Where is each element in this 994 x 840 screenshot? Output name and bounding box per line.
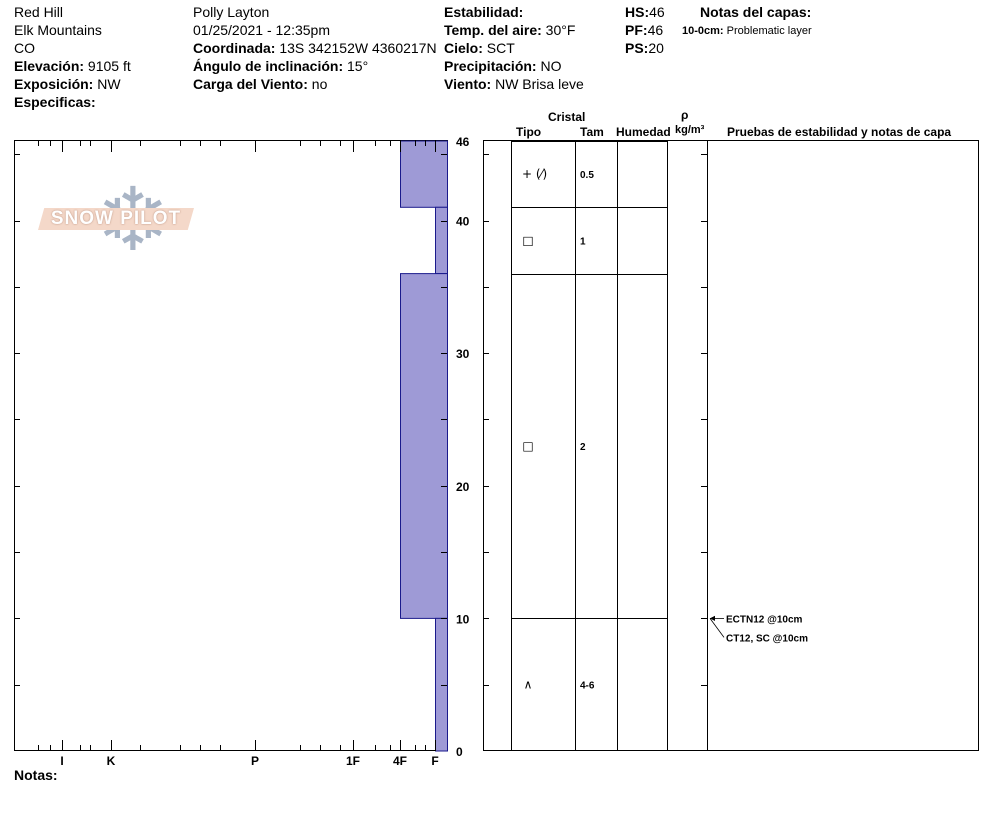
y-tick-label: 0 [456, 745, 463, 759]
mountain-range: Elk Mountains [14, 22, 102, 38]
hardness-graph-frame [14, 140, 448, 751]
hs-label: HS: [625, 4, 650, 20]
crystal-size: 1 [580, 236, 586, 247]
y-tick-label: 40 [456, 215, 470, 229]
wind-load: Carga del Viento: no [193, 76, 327, 92]
crystal-header: Cristal [548, 110, 586, 124]
sky: Cielo: SCT [444, 40, 517, 56]
specifics-label: Especificas: [14, 94, 96, 110]
moisture-header: Humedad [616, 125, 671, 139]
hardness-bar [435, 206, 448, 275]
precip-label: Precipitación: [444, 58, 537, 74]
crystal-type: ∧ [524, 678, 533, 692]
wind-load-label: Carga del Viento: [193, 76, 308, 92]
precipitation: Precipitación: NO [444, 58, 561, 74]
layer-note-text: Problematic layer [726, 25, 812, 37]
y-tick-label: 10 [456, 612, 470, 626]
air-temp: Temp. del aire: 30°F [444, 22, 575, 38]
air-temp-label: Temp. del aire: [444, 22, 542, 38]
crystal-type: □ [522, 233, 533, 247]
wind: Viento: NW Brisa leve [444, 76, 584, 92]
crystal-size: 4-6 [580, 681, 595, 692]
hs-value: 46 [649, 4, 665, 20]
test-label: CT12, SC @10cm [726, 633, 808, 644]
crystal-size: 2 [580, 442, 586, 453]
notes-label: Notas: [14, 767, 58, 783]
logo-text: SNOW PILOT [38, 208, 194, 230]
datetime: 01/25/2021 - 12:35pm [193, 22, 330, 38]
slope-value: 15° [347, 58, 369, 74]
y-tick-label: 30 [456, 347, 470, 361]
x-tick-label: P [251, 754, 259, 768]
test-arrow-head [710, 615, 715, 621]
test-label: ECTN12 @10cm [726, 614, 803, 625]
elevation: Elevación: 9105 ft [14, 58, 131, 74]
x-tick-label: I [60, 754, 63, 768]
stability-label: Estabilidad: [444, 4, 524, 20]
wind-load-value: no [311, 76, 328, 92]
rho-header: ρ [681, 108, 689, 122]
state: CO [14, 40, 35, 56]
x-tick-label: 4F [393, 754, 407, 768]
elevation-value: 9105 ft [87, 58, 131, 74]
ps: PS:20 [625, 40, 664, 56]
snowpilot-logo: ❄ SNOW PILOT [38, 170, 198, 270]
observer: Polly Layton [193, 4, 270, 20]
pf-value: 46 [647, 22, 664, 38]
ps-label: PS: [625, 40, 649, 56]
crystal-type: + (⁄) [522, 167, 547, 181]
y-tick-label: 46 [456, 135, 470, 149]
elevation-label: Elevación: [14, 58, 85, 74]
layer-note: 10-0cm: Problematic layer [682, 23, 812, 39]
x-tick-label: F [431, 754, 438, 768]
coordinate: Coordinada: 13S 342152W 4360217N [193, 40, 437, 56]
density-unit-header: kg/m³ [675, 124, 705, 136]
test-pointer [709, 618, 725, 638]
layer-note-depth: 10-0cm: [682, 25, 724, 37]
aspect-label: Exposición: [14, 76, 94, 92]
air-temp-value: 30°F [545, 22, 576, 38]
sky-label: Cielo: [444, 40, 483, 56]
tests-header: Pruebas de estabilidad y notas de capa [727, 125, 952, 139]
crystal-type: □ [522, 439, 533, 453]
size-header: Tam [580, 125, 604, 139]
coordinate-value: 13S 342152W 4360217N [279, 40, 437, 56]
wind-label: Viento: [444, 76, 492, 92]
hs: HS:46 [625, 4, 665, 20]
hardness-bar [435, 617, 448, 752]
pf: PF:46 [625, 22, 663, 38]
precip-value: NO [540, 58, 562, 74]
aspect: Exposición: NW [14, 76, 121, 92]
ps-value: 20 [648, 40, 664, 56]
sky-value: SCT [486, 40, 515, 56]
x-tick-label: 1F [346, 754, 360, 768]
aspect-value: NW [97, 76, 121, 92]
hardness-bar [400, 140, 448, 208]
layer-notes-title: Notas del capas: [700, 4, 812, 20]
type-header: Tipo [516, 125, 542, 139]
slope-angle: Ángulo de inclinación: 15° [193, 58, 368, 74]
crystal-size: 0.5 [580, 170, 594, 181]
pf-label: PF: [625, 22, 648, 38]
hardness-bar [400, 273, 448, 619]
location-name: Red Hill [14, 4, 64, 20]
coordinate-label: Coordinada: [193, 40, 276, 56]
layer-table-frame [483, 140, 979, 751]
slope-label: Ángulo de inclinación: [193, 58, 344, 74]
wind-value: NW Brisa leve [495, 76, 584, 92]
x-tick-label: K [107, 754, 116, 768]
y-tick-label: 20 [456, 480, 470, 494]
